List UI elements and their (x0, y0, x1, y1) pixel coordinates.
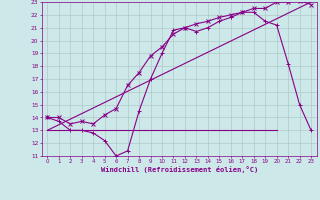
X-axis label: Windchill (Refroidissement éolien,°C): Windchill (Refroidissement éolien,°C) (100, 166, 258, 173)
